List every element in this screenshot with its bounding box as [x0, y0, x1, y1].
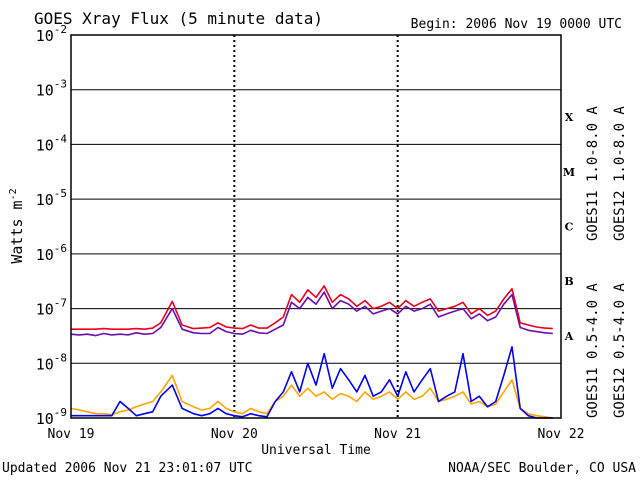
flare-class-b: B: [564, 275, 573, 288]
y-tick-labels: 10-210-310-410-510-610-710-810-9: [36, 23, 68, 428]
updated-timestamp: Updated 2006 Nov 21 23:01:07 UTC: [2, 461, 252, 476]
y-tick-base: 10: [36, 246, 54, 264]
legend: GOES11 1.0-8.0 A GOES12 1.0-8.0 A GOES11…: [585, 106, 628, 418]
x-axis-label: Universal Time: [261, 443, 371, 458]
y-tick-label-1: 10-3: [36, 78, 67, 100]
legend-goes11-short: GOES11 0.5-4.0 A: [585, 283, 601, 418]
y-tick-exponent: -8: [54, 351, 67, 364]
legend-goes11-long: GOES11 1.0-8.0 A: [585, 106, 601, 241]
y-tick-exponent: -7: [54, 297, 67, 310]
series-line-1: [71, 285, 553, 330]
flare-class-c: C: [565, 221, 574, 234]
y-tick-base: 10: [36, 136, 54, 154]
y-tick-label-6: 10-8: [36, 351, 67, 373]
flare-class-a: A: [564, 330, 574, 343]
y-tick-base: 10: [36, 301, 54, 319]
y-tick-exponent: -6: [54, 242, 67, 255]
y-axis-label-base: Watts m: [8, 200, 26, 263]
y-tick-exponent: -9: [54, 406, 67, 419]
y-tick-base: 10: [36, 410, 54, 428]
series-lines: [70, 285, 553, 419]
y-tick-base: 10: [36, 82, 54, 100]
y-tick-label-7: 10-9: [36, 406, 67, 428]
y-tick-label-0: 10-2: [36, 23, 67, 45]
series-line-3: [71, 346, 553, 419]
x-tick-label-1: Nov 20: [211, 427, 258, 442]
y-tick-exponent: -3: [54, 78, 67, 91]
flare-class-m: M: [563, 166, 575, 179]
x-tick-label-2: Nov 21: [374, 427, 421, 442]
y-tick-base: 10: [36, 355, 54, 373]
series-line-0: [70, 291, 553, 337]
legend-goes12-short: GOES12 0.5-4.0 A: [612, 283, 628, 418]
flare-class-labels: X M C B A: [563, 111, 575, 343]
x-tick-label-3: Nov 22: [538, 427, 585, 442]
y-tick-base: 10: [36, 191, 54, 209]
series-line-2: [70, 374, 553, 419]
y-tick-label-4: 10-6: [36, 242, 67, 264]
y-axis-label: Watts m-2: [8, 188, 26, 263]
y-tick-exponent: -5: [54, 187, 67, 200]
plot-frame: [70, 34, 562, 419]
chart-title: GOES Xray Flux (5 minute data): [34, 9, 323, 28]
source-credit: NOAA/SEC Boulder, CO USA: [448, 461, 636, 476]
y-tick-base: 10: [36, 27, 54, 45]
flare-class-x: X: [565, 111, 574, 124]
legend-goes12-long: GOES12 1.0-8.0 A: [612, 106, 628, 241]
y-tick-label-5: 10-7: [36, 297, 67, 319]
begin-date: Begin: 2006 Nov 19 0000 UTC: [411, 17, 622, 32]
y-tick-exponent: -2: [54, 23, 67, 36]
grid-lines: [71, 34, 561, 419]
x-tick-labels: Nov 19 Nov 20 Nov 21 Nov 22: [48, 427, 585, 442]
y-tick-label-3: 10-5: [36, 187, 67, 209]
x-tick-label-0: Nov 19: [48, 427, 95, 442]
y-tick-label-2: 10-4: [36, 132, 68, 154]
y-axis-label-exponent: -2: [8, 188, 19, 200]
y-tick-exponent: -4: [54, 132, 68, 145]
